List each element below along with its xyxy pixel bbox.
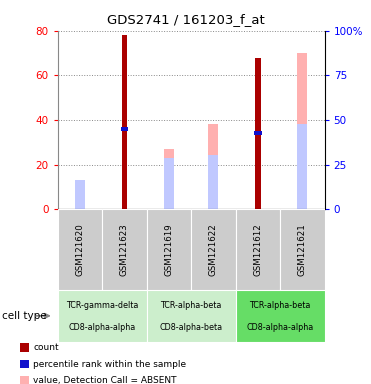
Text: count: count [33,343,59,352]
Bar [298,124,307,209]
Bar [58,209,102,290]
Bar [254,131,262,136]
Bar [236,290,325,342]
Bar [147,290,236,342]
Text: percentile rank within the sample: percentile rank within the sample [33,359,186,369]
Text: GSM121623: GSM121623 [120,223,129,276]
Text: CD8-alpha-beta: CD8-alpha-beta [160,323,223,332]
Bar [298,53,307,209]
Text: CD8-alpha-alpha: CD8-alpha-alpha [68,323,136,332]
Text: TCR-alpha-beta: TCR-alpha-beta [160,301,222,310]
Text: value, Detection Call = ABSENT: value, Detection Call = ABSENT [33,376,177,384]
Text: cell type: cell type [2,311,46,321]
Bar [191,209,236,290]
Bar [102,209,147,290]
Bar [236,209,280,290]
Text: CD8-alpha-alpha: CD8-alpha-alpha [246,323,314,332]
Text: GSM121612: GSM121612 [253,223,262,276]
Bar [255,58,260,209]
Text: GSM121622: GSM121622 [209,223,218,276]
Text: GDS2741 / 161203_f_at: GDS2741 / 161203_f_at [106,13,265,26]
Text: TCR-gamma-delta: TCR-gamma-delta [66,301,138,310]
Bar [75,187,85,209]
Bar [209,155,218,209]
Text: GSM121619: GSM121619 [164,223,173,276]
Bar [147,209,191,290]
Bar [75,180,85,209]
Bar [121,127,128,131]
Bar [164,158,174,209]
Text: GSM121621: GSM121621 [298,223,307,276]
Bar [209,124,218,209]
Bar [58,290,147,342]
Bar [122,35,127,209]
Text: TCR-alpha-beta: TCR-alpha-beta [249,301,311,310]
Bar [164,149,174,209]
Text: GSM121620: GSM121620 [75,223,84,276]
Bar [280,209,325,290]
